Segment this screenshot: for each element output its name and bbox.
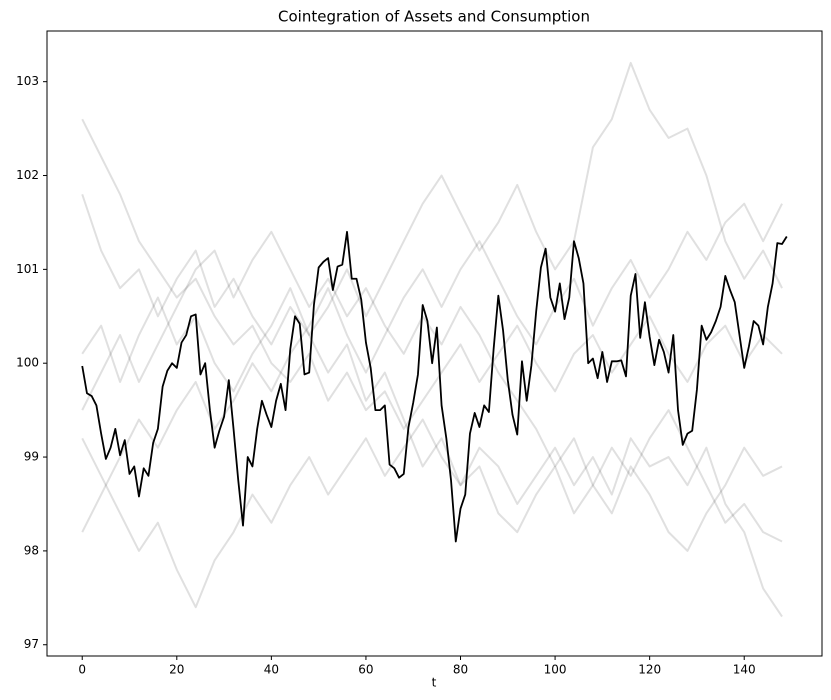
x-tick-label: 40 <box>264 663 279 677</box>
series-line <box>81 418 783 618</box>
x-tick-label: 60 <box>358 663 373 677</box>
plot-frame <box>46 30 823 657</box>
series-line <box>81 193 783 543</box>
y-tick-label: 101 <box>16 262 39 276</box>
series-line <box>81 230 788 543</box>
y-tick-label: 103 <box>16 74 39 88</box>
x-tick-label: 20 <box>169 663 184 677</box>
x-tick-label: 0 <box>78 663 86 677</box>
chart-title: Cointegration of Assets and Consumption <box>278 8 590 26</box>
y-tick-label: 98 <box>24 543 39 557</box>
y-tick-label: 100 <box>16 356 39 370</box>
series-line <box>81 230 783 552</box>
x-tick-label: 140 <box>733 663 756 677</box>
y-tick-label: 102 <box>16 168 39 182</box>
series-line <box>81 202 783 533</box>
x-tick-label: 120 <box>638 663 661 677</box>
x-axis-label: t <box>432 676 437 690</box>
y-tick-label: 97 <box>24 637 39 651</box>
series-line <box>81 61 783 393</box>
x-tick-label: 100 <box>544 663 567 677</box>
x-tick-label: 80 <box>453 663 468 677</box>
series-line <box>81 118 783 430</box>
y-tick-label: 99 <box>24 450 39 464</box>
